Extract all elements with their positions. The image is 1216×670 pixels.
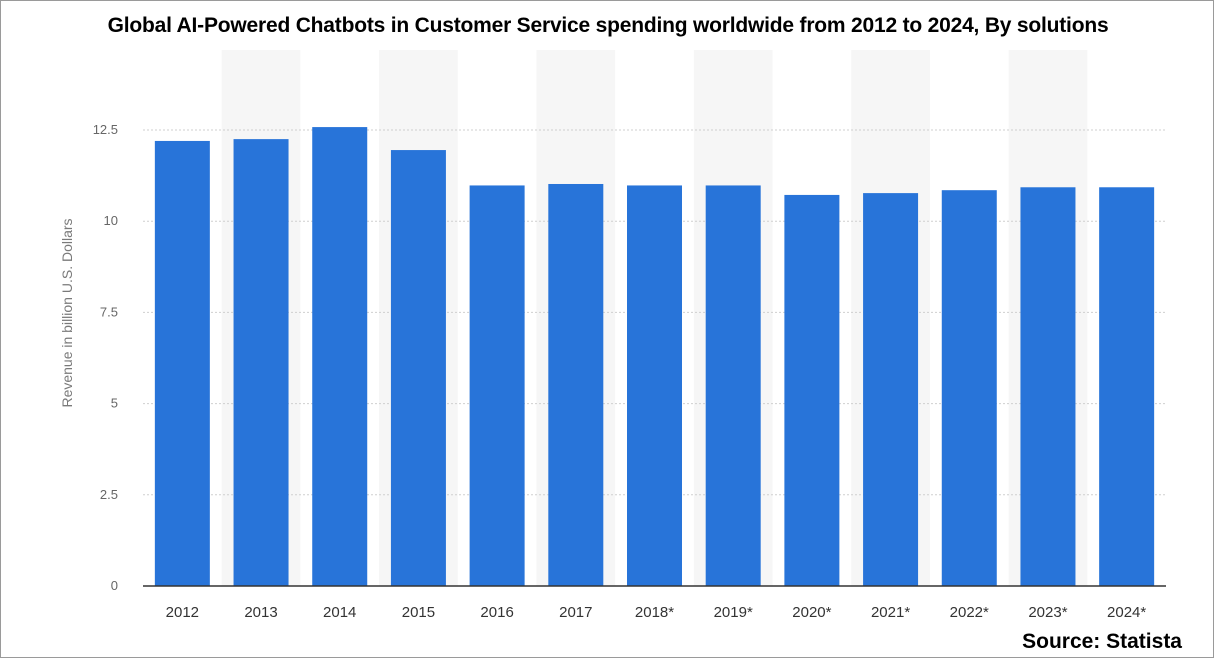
x-tick-label: 2023* — [1028, 604, 1067, 621]
x-tick-label: 2022* — [950, 604, 989, 621]
bar-2013[interactable] — [233, 139, 289, 586]
y-tick-label: 5 — [111, 396, 118, 411]
y-tick-label: 12.5 — [93, 122, 118, 137]
x-tick-label: 2024* — [1107, 604, 1146, 621]
x-tick-label: 2013 — [244, 604, 277, 621]
bar-2015[interactable] — [390, 150, 446, 586]
x-tick-labels: 2012 2013 2014 2015 2016 2017 2018* 2019* 2020* 2… — [166, 604, 1147, 621]
y-tick-label: 10 — [104, 213, 118, 228]
x-tick-label: 2014 — [323, 604, 356, 621]
x-tick-label: 2020* — [792, 604, 831, 621]
bar-2014[interactable] — [312, 127, 368, 586]
x-tick-label: 2016 — [480, 604, 513, 621]
bar-2012[interactable] — [154, 140, 210, 586]
x-tick-label: 2019* — [714, 604, 753, 621]
bar-2016[interactable] — [469, 185, 525, 587]
x-tick-label: 2018* — [635, 604, 674, 621]
y-tick-label: 0 — [111, 578, 118, 593]
x-tick-label: 2021* — [871, 604, 910, 621]
bar-2024[interactable] — [1099, 187, 1155, 586]
bar-2019[interactable] — [705, 185, 761, 587]
y-axis-label: Revenue in billion U.S. Dollars — [59, 218, 75, 407]
x-tick-label: 2015 — [402, 604, 435, 621]
bars — [154, 127, 1155, 587]
chart-title: Global AI-Powered Chatbots in Customer S… — [107, 14, 1109, 37]
bar-2020[interactable] — [784, 194, 840, 587]
y-tick-label: 2.5 — [100, 487, 118, 502]
x-tick-label: 2012 — [166, 604, 199, 621]
y-tick-label: 7.5 — [100, 304, 118, 319]
y-tick-labels: 0 2.5 5 7.5 10 12.5 — [93, 122, 118, 593]
bar-2023[interactable] — [1020, 187, 1076, 586]
x-tick-label: 2017 — [559, 604, 592, 621]
source-label: Source: Statista — [1022, 630, 1182, 653]
bar-2021[interactable] — [863, 193, 919, 586]
bar-2018[interactable] — [627, 185, 682, 587]
bar-2022[interactable] — [941, 190, 997, 586]
bar-2017[interactable] — [548, 183, 604, 586]
